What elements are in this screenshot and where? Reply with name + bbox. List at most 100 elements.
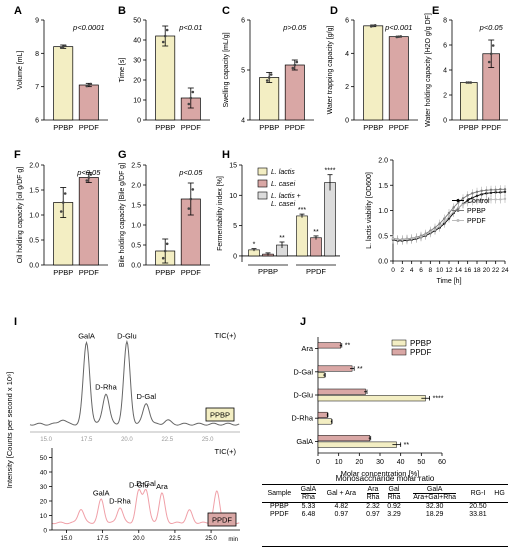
y-tick-label: 2.0 <box>378 158 388 165</box>
molar-ratio-table: Sample GalA Rha Gal + Ara Ara Rha Gal Rha G… <box>262 486 508 519</box>
legend-label: L. lactis <box>271 169 295 176</box>
legend-label: PPDF <box>410 348 431 357</box>
data-point <box>467 81 471 84</box>
x-tick-label: PPBP <box>155 268 175 277</box>
sample-tag-PPBP <box>205 407 235 422</box>
data-point <box>419 235 423 238</box>
panel-label-C: C <box>222 5 230 17</box>
cell: 3.29 <box>387 511 401 518</box>
data-point <box>405 238 409 241</box>
data-point <box>267 76 271 79</box>
y-tick-label: 0.5 <box>29 238 39 245</box>
y-tick-label: 15 <box>229 163 237 170</box>
data-point <box>87 176 91 179</box>
x-tick-label: 40 <box>397 459 405 466</box>
x-tick-label: PPDF <box>181 123 201 132</box>
y-tick-label: 0 <box>43 528 47 535</box>
header-gal-ara: Gal + Ara <box>320 486 363 503</box>
data-point <box>63 192 67 195</box>
legend-label: PPDF <box>467 218 486 225</box>
table-row: PPBP 5.33 4.82 2.32 0.92 32.30 20.50 <box>262 503 508 512</box>
data-point <box>371 24 375 28</box>
y-tick-label: 4 <box>345 51 349 58</box>
p-value-annotation: p<0.01 <box>178 23 202 32</box>
data-point <box>469 81 473 84</box>
table-title: Monosaccharide molar ratio <box>335 474 435 483</box>
y-tick-label: 0.0 <box>131 263 141 270</box>
sample-tag-label: PPBP <box>210 411 230 420</box>
p-value-annotation: p<0.05 <box>178 168 203 177</box>
significance-mark: * <box>253 242 256 249</box>
peak-label: GalA <box>93 488 110 497</box>
y-tick-label: 6 <box>241 18 245 25</box>
bar-PPDF <box>78 84 99 121</box>
y-tick-label: 9 <box>35 18 39 25</box>
y-tick-label: 0.0 <box>378 259 388 266</box>
data-point <box>485 198 488 202</box>
bar-PPDF-D-Rha <box>317 411 328 418</box>
x-axis-label: Molar concentration [%] <box>341 469 420 478</box>
data-point <box>429 231 432 234</box>
bar-L. lactis-PPDF <box>296 215 308 257</box>
legend-swatch <box>257 167 268 176</box>
x-tick-label: 0 <box>316 459 320 466</box>
bar-PPBP <box>155 35 176 121</box>
p-value-annotation: p<0.001 <box>384 23 412 32</box>
data-point <box>465 81 469 84</box>
data-point <box>461 197 465 200</box>
bar-PPBP <box>53 46 74 121</box>
legend-label: Control <box>467 198 490 205</box>
legend-label: L. casei <box>271 181 296 188</box>
y-axis-label: Time [s] <box>119 58 126 83</box>
data-point <box>85 84 89 88</box>
data-point <box>161 40 165 44</box>
panel-label-G: G <box>118 149 127 161</box>
sample-tag-PPDF <box>207 512 237 527</box>
peak-label: D-Rha <box>95 382 118 391</box>
x-tick-label: PPBP <box>53 123 73 132</box>
x-axis-label: Time [h] <box>436 278 461 285</box>
y-tick-label: Ara <box>301 344 314 353</box>
y-tick-label: 20 <box>40 499 48 506</box>
legend-label: PPBP <box>410 339 431 348</box>
data-point <box>189 96 193 100</box>
data-point <box>163 249 167 253</box>
bar-PPBP-GalA <box>317 441 397 448</box>
significance-mark: ** <box>357 366 363 373</box>
data-point <box>161 256 165 260</box>
x-tick-label: PPBP <box>259 123 279 132</box>
header-sample: Sample <box>262 486 297 503</box>
y-tick-label: 30 <box>40 484 48 491</box>
peak-label: D-Glu <box>129 481 149 490</box>
y-tick-label: 0.5 <box>131 243 141 250</box>
data-point <box>503 197 507 201</box>
bar-PPDF-Ara <box>317 342 341 349</box>
legend-marker <box>456 209 460 212</box>
y-tick-label: 8 <box>35 51 39 58</box>
y-tick-label: 0.5 <box>378 233 388 240</box>
panel-label-D: D <box>330 5 338 17</box>
peak-label: D-Gal <box>136 479 156 488</box>
data-point <box>401 238 404 241</box>
panel-label-J: J <box>300 316 306 328</box>
data-point <box>396 238 399 241</box>
y-tick-label: 40 <box>133 38 141 45</box>
cell: 5.33 <box>301 503 316 510</box>
x-tick-label: 17.5 <box>97 536 109 542</box>
data-point <box>485 189 488 192</box>
data-point <box>438 224 441 228</box>
y-tick-label: 6 <box>35 118 39 125</box>
x-tick-label: 20 <box>355 459 363 466</box>
legend-swatch <box>391 339 407 347</box>
x-tick-label: 20.0 <box>133 536 145 542</box>
data-point <box>63 44 67 47</box>
y-axis-label: Intensity [Counts per second x 10⁶] <box>5 372 14 488</box>
panel-label-I: I <box>14 316 17 328</box>
header-gala-sum: GalA Ara+Gal+Rha <box>404 486 465 503</box>
cell: 6.48 <box>301 511 316 518</box>
chromatogram-trace-PPBP <box>29 339 240 426</box>
data-point <box>499 198 502 201</box>
y-tick-label: 2.0 <box>29 163 39 170</box>
data-point <box>397 35 401 38</box>
y-tick-label: D-Glu <box>293 391 313 400</box>
